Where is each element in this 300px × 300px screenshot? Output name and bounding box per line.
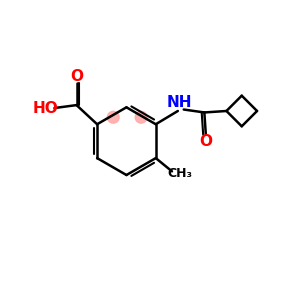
Text: CH₃: CH₃ xyxy=(168,167,193,180)
Text: O: O xyxy=(70,69,83,84)
Text: HO: HO xyxy=(32,100,58,116)
Text: O: O xyxy=(199,134,212,148)
Circle shape xyxy=(107,111,119,123)
Circle shape xyxy=(135,111,147,123)
Text: NH: NH xyxy=(167,95,192,110)
